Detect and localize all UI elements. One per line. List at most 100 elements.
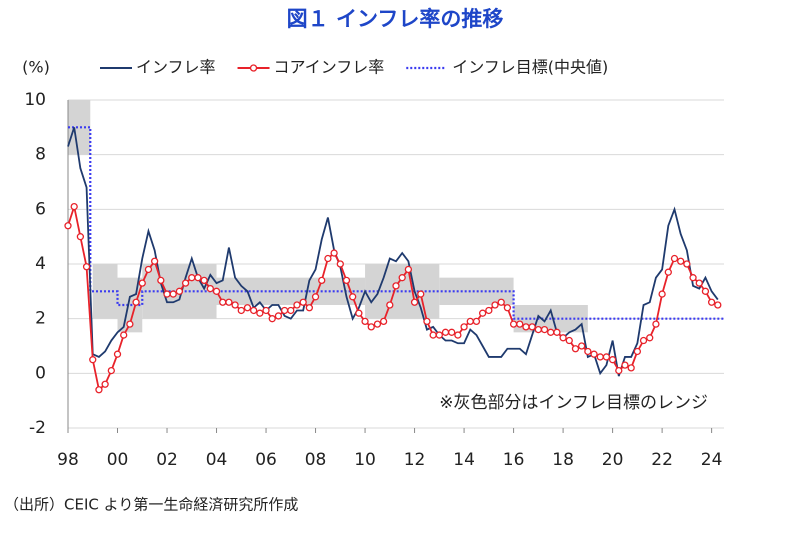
x-tick-label: 18 [552,450,574,470]
series-marker [243,304,252,312]
x-tick-label: 20 [602,450,624,470]
x-tick-label: 16 [503,450,525,470]
series-marker [534,325,542,334]
series-marker [707,298,716,306]
series-marker [305,304,314,312]
series-marker [677,257,685,265]
series-marker [639,336,648,345]
series-marker [633,347,642,356]
series-marker [627,364,635,372]
target-band [68,100,91,155]
series-line [67,127,719,377]
series-marker [689,274,697,282]
series-marker [120,331,128,339]
series-marker [714,301,722,309]
series-marker [398,274,406,282]
series-marker [132,298,140,306]
y-tick-label: 0 [35,363,46,383]
series-marker [219,298,227,306]
series-marker [318,276,326,285]
legend-label: インフレ率 [136,58,216,77]
series-marker [423,317,431,326]
series-marker [646,334,654,342]
x-tick-label: 00 [107,450,129,470]
x-tick-label: 10 [354,450,376,470]
series-marker [373,320,382,328]
series-marker [194,274,202,282]
y-tick-label: -2 [29,418,46,438]
series-marker [299,298,307,306]
series-marker [82,263,91,271]
series-marker [181,279,190,287]
series-marker [540,325,549,334]
series-marker [559,334,567,342]
series-marker [101,380,109,388]
series-marker [157,276,165,285]
series-marker [342,276,351,285]
legend-label: インフレ目標(中央値) [452,58,608,77]
x-tick-label: 14 [453,450,475,470]
series-marker [509,320,518,328]
source-note: （出所）CEIC より第一生命経済研究所作成 [4,496,298,514]
series-marker [76,233,85,241]
series-marker [206,284,214,293]
series-marker [590,350,598,358]
series-marker [126,320,134,328]
series-marker [169,290,177,298]
series-marker [336,260,344,268]
series-marker [237,306,245,315]
series-marker [472,317,481,326]
series-marker [615,366,623,375]
series-marker [188,274,196,282]
series-marker [547,328,555,336]
series-marker [478,309,487,317]
series-marker [435,331,443,339]
series-marker [107,366,115,375]
y-tick-label: 8 [35,145,46,165]
series-marker [503,304,512,312]
series-marker [695,279,703,287]
y-tick-label: 10 [24,90,46,110]
series-marker [578,342,586,350]
series-marker [608,356,617,364]
series-marker [330,249,338,257]
series-marker [392,282,400,290]
x-tick-label: 08 [305,450,327,470]
x-tick-label: 24 [701,450,723,470]
series-marker [448,328,456,336]
series-marker [485,306,493,315]
x-tick-label: 04 [206,450,228,470]
series-marker [144,265,153,274]
series-marker [410,298,419,306]
series-marker [225,298,233,306]
series-marker [138,279,146,287]
series-marker [70,202,78,211]
series-marker [287,306,295,315]
series-marker [89,356,97,364]
series-marker [404,265,413,274]
series-marker [491,301,499,309]
series-marker [262,306,270,315]
series-marker [670,254,679,263]
series-marker [454,331,462,339]
series-marker [311,293,320,301]
series-marker [361,317,369,326]
series-marker [701,287,710,295]
y-tick-label: 4 [35,254,46,274]
series-marker [553,328,561,336]
series-marker [571,345,580,353]
series-marker [596,353,604,361]
series-marker [528,323,536,331]
series-marker [175,287,184,295]
x-tick-label: 98 [57,450,79,470]
series-marker [417,290,425,298]
series-marker [293,301,301,309]
series-marker [163,290,171,298]
series-marker [466,317,474,326]
series-marker [441,328,450,336]
target-line [68,126,724,320]
series-marker [658,290,666,298]
x-tick-label: 12 [404,450,426,470]
series-marker [664,268,672,276]
annotation: ※灰色部分はインフレ目標のレンジ [439,393,708,413]
